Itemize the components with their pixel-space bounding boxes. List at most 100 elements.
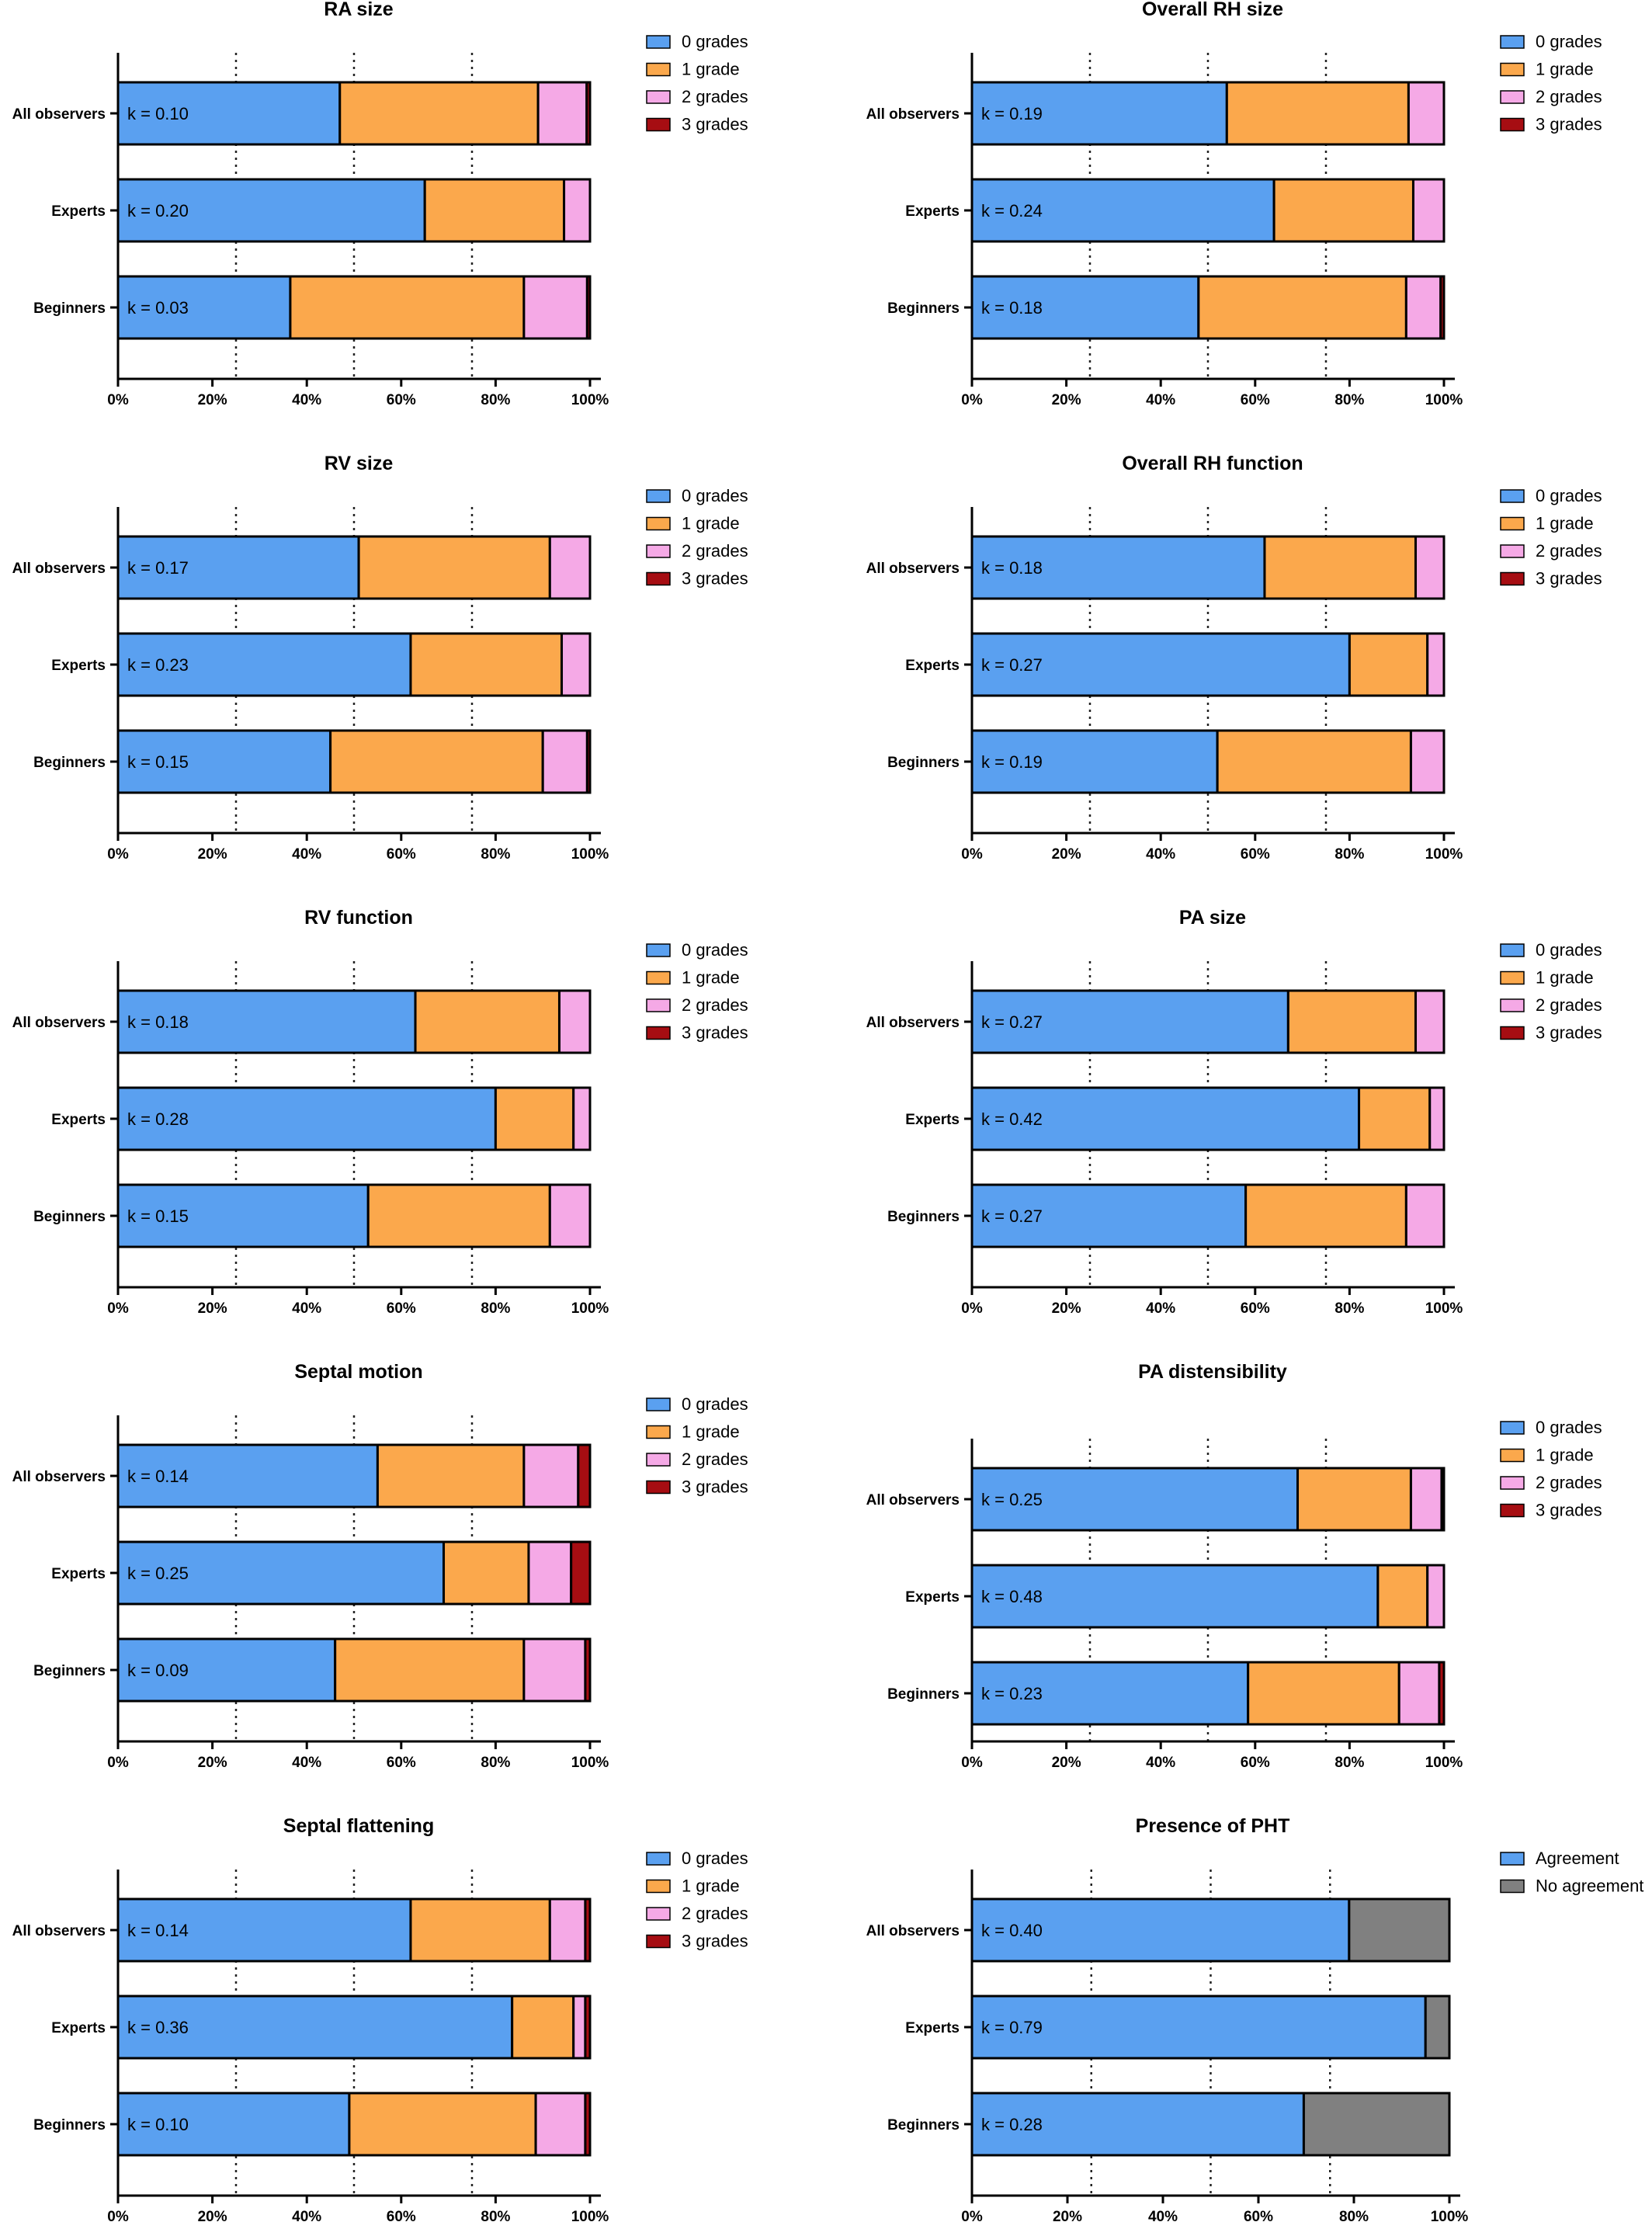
bar-segment-0-grades <box>116 1897 412 1963</box>
legend-swatch <box>646 998 671 1012</box>
x-tick-label: 80% <box>1339 2209 1369 2222</box>
category-label: Beginners <box>33 1663 106 1679</box>
legend-label: 3 grades <box>682 1023 748 1043</box>
category-label: All observers <box>866 1923 960 1939</box>
category-label: Experts <box>51 1112 106 1128</box>
x-tick-label: 40% <box>1146 1300 1175 1317</box>
bar-segment-agreement <box>970 1995 1427 2060</box>
bar-segment-1-grade <box>423 178 566 243</box>
x-tick-label: 40% <box>1146 392 1175 408</box>
legend-label: 3 grades <box>682 1477 748 1497</box>
bar-segment-0-grades <box>116 1183 370 1248</box>
chart-title: Septal motion <box>294 1361 422 1383</box>
bar-segment-2-grades <box>548 1183 592 1248</box>
legend-swatch <box>1500 1476 1525 1490</box>
x-tick-label: 60% <box>387 1755 416 1771</box>
legend-label: 1 grade <box>682 1422 740 1442</box>
bar-segment-2-grades <box>1411 178 1446 243</box>
legend-swatch <box>1500 1026 1525 1040</box>
bar-segment-0-grades <box>970 81 1228 146</box>
legend-swatch <box>1500 1421 1525 1435</box>
chart-title: RA size <box>324 0 393 20</box>
category-label: Experts <box>905 658 960 674</box>
kappa-label: k = 0.27 <box>981 1206 1043 1226</box>
x-tick-label: 0% <box>107 1300 129 1317</box>
kappa-label: k = 0.48 <box>981 1587 1043 1606</box>
x-tick-label: 0% <box>961 1300 983 1317</box>
x-tick-label: 40% <box>292 1300 321 1317</box>
bar-segment-0-grades <box>970 1467 1300 1532</box>
bar-segment-1-grade <box>442 1540 530 1606</box>
x-tick-label: 100% <box>1431 2209 1469 2222</box>
legend-swatch <box>1500 998 1525 1012</box>
x-tick-label: 60% <box>387 392 416 408</box>
chart-panel-overall-rh-function: Overall RH function 0% 20% 40% 60% 80% 100% All… <box>866 453 1602 863</box>
chart-panel-septal-motion: Septal motion 0% 20% 40% 60% 80% 100% All obser… <box>12 1361 748 1771</box>
bar-segment-3-grades <box>1439 275 1446 340</box>
kappa-label: k = 0.23 <box>127 655 189 675</box>
legend-label: 2 grades <box>682 1904 748 1923</box>
bar-segment-2-grades <box>522 1443 580 1509</box>
legend-swatch <box>1500 1503 1525 1518</box>
legend-label: 0 grades <box>1536 486 1602 505</box>
category-label: All observers <box>12 561 106 577</box>
kappa-label: k = 0.25 <box>127 1564 189 1583</box>
kappa-label: k = 0.40 <box>981 1921 1043 1940</box>
bar-segment-1-grade <box>1296 1467 1412 1532</box>
legend-label: 3 grades <box>1536 1501 1602 1520</box>
chart-panel-rv-size: RV size 0% 20% 40% 60% 80% 100% All observers k … <box>12 453 748 863</box>
x-tick-label: 80% <box>1334 392 1364 408</box>
legend-swatch <box>646 489 671 503</box>
bar-segment-agreement <box>970 2092 1305 2157</box>
x-tick-label: 80% <box>481 392 510 408</box>
category-label: All observers <box>12 1015 106 1031</box>
category-label: All observers <box>12 1923 106 1939</box>
legend-label: 0 grades <box>682 32 748 51</box>
kappa-label: k = 0.19 <box>981 752 1043 772</box>
kappa-label: k = 0.27 <box>981 1012 1043 1032</box>
bar-segment-2-grades <box>527 1540 573 1606</box>
category-label: Beginners <box>887 300 960 317</box>
category-label: Experts <box>905 1112 960 1128</box>
kappa-label: k = 0.15 <box>127 752 189 772</box>
bar-segment-0-grades <box>116 535 360 600</box>
legend-swatch <box>1500 62 1525 77</box>
bar-segment-3-grades <box>577 1443 592 1509</box>
bar-segment-2-grades <box>522 1637 587 1703</box>
bar-segment-1-grade <box>494 1086 575 1151</box>
category-label: All observers <box>12 106 106 123</box>
x-tick-label: 60% <box>1241 846 1270 863</box>
category-label: All observers <box>866 561 960 577</box>
legend-label: 2 grades <box>682 1450 748 1469</box>
kappa-label: k = 0.42 <box>981 1109 1043 1129</box>
legend-swatch <box>1500 489 1525 503</box>
x-tick-label: 40% <box>1148 2209 1178 2222</box>
bar-segment-2-grades <box>1409 729 1446 794</box>
x-tick-label: 60% <box>387 846 416 863</box>
legend-swatch <box>646 35 671 49</box>
bar-segment-0-grades <box>970 1661 1250 1726</box>
chart-panel-pa-size: PA size 0% 20% 40% 60% 80% 100% All observers k … <box>866 907 1602 1317</box>
legend-swatch <box>1500 943 1525 957</box>
bar-segment-3-grades <box>585 275 592 340</box>
x-tick-label: 60% <box>387 2209 416 2222</box>
chart-title: RV size <box>324 453 394 474</box>
bar-segment-0-grades <box>970 632 1351 697</box>
kappa-label: k = 0.10 <box>127 2115 189 2134</box>
chart-title: PA size <box>1179 907 1246 929</box>
category-label: Experts <box>51 658 106 674</box>
chart-title: Presence of PHT <box>1136 1815 1290 1837</box>
category-label: All observers <box>866 106 960 123</box>
x-tick-label: 0% <box>961 392 983 408</box>
category-label: Beginners <box>33 300 106 317</box>
bar-segment-1-grade <box>376 1443 526 1509</box>
bar-segment-2-grades <box>1426 632 1446 697</box>
legend-label: 2 grades <box>682 541 748 561</box>
kappa-label: k = 0.18 <box>127 1012 189 1032</box>
bar-segment-1-grade <box>1376 1564 1429 1629</box>
x-tick-label: 0% <box>961 846 983 863</box>
category-label: Experts <box>905 1589 960 1606</box>
bar-segment-no-agreement <box>1424 1995 1451 2060</box>
kappa-label: k = 0.36 <box>127 2018 189 2037</box>
bar-segment-1-grade <box>357 535 551 600</box>
